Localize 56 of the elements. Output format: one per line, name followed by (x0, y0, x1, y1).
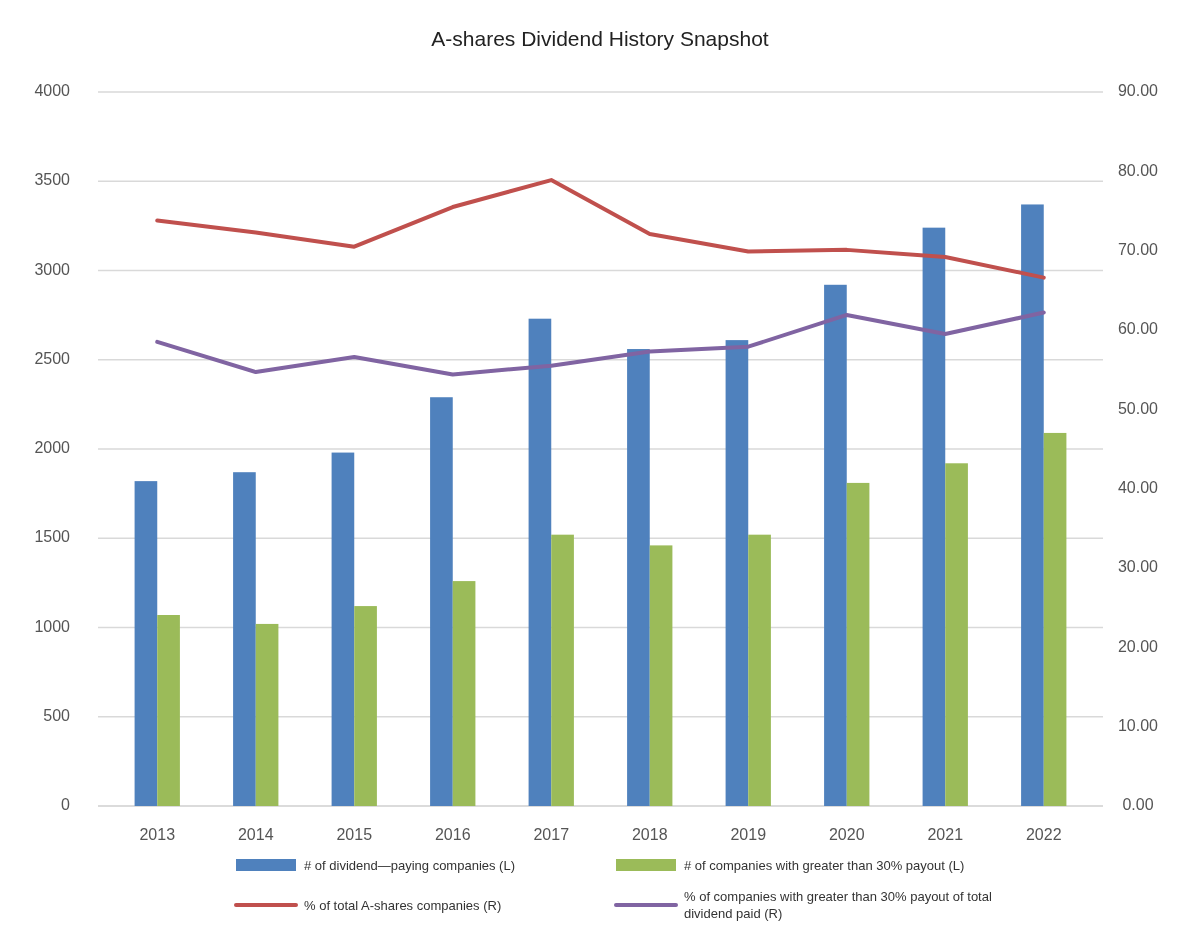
x-tick-label: 2019 (730, 826, 767, 843)
y-tick-label: 1000 (34, 617, 71, 635)
y-tick-label: 2000 (34, 439, 71, 457)
bar (1043, 432, 1067, 806)
x-tick-label: 2013 (139, 826, 176, 843)
y2-tick-label: 10.00 (1117, 716, 1159, 734)
bar (945, 463, 968, 806)
y2-tick-label: 20.00 (1117, 637, 1159, 655)
bar (255, 623, 279, 806)
y-tick-label: 2500 (34, 349, 71, 367)
bar (157, 615, 180, 806)
y2-tick-label: 40.00 (1117, 478, 1159, 496)
x-tick-label: 2015 (336, 826, 373, 843)
bar (824, 284, 847, 806)
y-tick-label: 3000 (34, 260, 71, 278)
bar (725, 340, 749, 806)
y-tick-label: 4000 (34, 82, 71, 100)
bar (922, 227, 946, 806)
bar (627, 349, 650, 806)
x-tick-label: 2014 (237, 826, 274, 843)
legend-label: # of companies with greater than 30% payout (L) (684, 857, 965, 873)
x-tick-label: 2018 (631, 826, 668, 843)
legend-label: % of companies with greater than 30% payout of total dividend paid (R) (684, 889, 992, 921)
bar (134, 481, 158, 806)
bar (846, 482, 870, 806)
line-series (155, 178, 1046, 280)
bar (551, 534, 574, 806)
chart-title: A-shares Dividend History Snapshot (431, 27, 769, 50)
bar (748, 534, 771, 806)
x-tick-label: 2020 (828, 826, 865, 843)
y2-tick-label: 0.00 (1122, 796, 1154, 814)
x-tick-label: 2016 (434, 826, 471, 843)
bar (528, 318, 552, 806)
x-tick-label: 2021 (927, 826, 964, 843)
bar (233, 472, 256, 806)
y-tick-label: 500 (43, 706, 71, 724)
bar (649, 545, 673, 806)
y2-tick-label: 60.00 (1117, 320, 1159, 338)
y2-tick-label: 70.00 (1117, 240, 1159, 258)
y-tick-label: 3500 (34, 171, 71, 189)
bar (452, 581, 476, 806)
x-tick-label: 2022 (1025, 826, 1062, 843)
bar (354, 606, 377, 806)
y-tick-label: 1500 (34, 528, 71, 546)
y-tick-label: 0 (61, 796, 71, 814)
line-series (155, 310, 1046, 377)
y2-tick-label: 30.00 (1117, 558, 1159, 576)
bar (331, 452, 355, 806)
bar (1021, 204, 1044, 806)
y2-tick-label: 90.00 (1117, 82, 1159, 100)
bar (430, 397, 453, 806)
legend-label: % of total A-shares companies (R) (304, 897, 502, 913)
x-tick-label: 2017 (533, 826, 570, 843)
y2-tick-label: 80.00 (1117, 161, 1159, 179)
legend-label: # of dividend—paying companies (L) (304, 857, 516, 873)
y2-tick-label: 50.00 (1117, 399, 1159, 417)
